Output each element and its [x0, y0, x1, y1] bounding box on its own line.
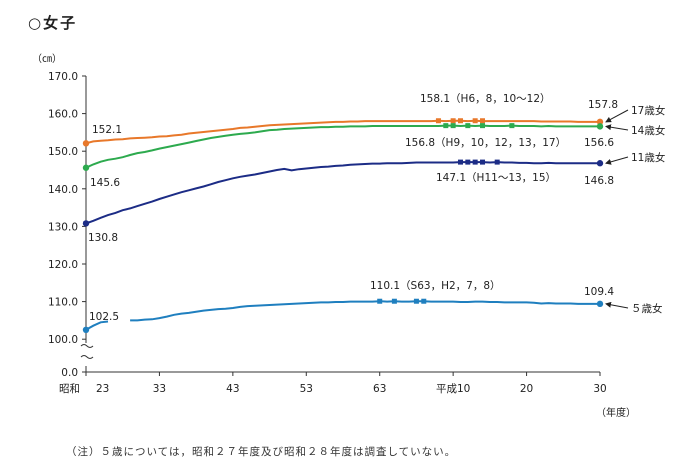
series-end-point [596, 160, 604, 167]
peak-marker [465, 123, 471, 129]
data-label: 152.1 [92, 124, 122, 136]
data-label: 130.8 [88, 232, 118, 244]
series-end-point [596, 118, 604, 126]
axes [80, 76, 600, 373]
peak-marker [391, 298, 397, 304]
y-tick-label: 140.0 [48, 184, 78, 196]
series-label: 11歳女 [631, 151, 665, 164]
y-tick-label: 130.0 [48, 221, 78, 233]
x-tick-label: 33 [153, 383, 166, 395]
peak-marker [435, 118, 441, 124]
peak-markers [377, 118, 515, 304]
x-tick-label: 23 [96, 383, 109, 395]
data-label: 109.4 [584, 286, 614, 298]
peak-marker [472, 118, 478, 124]
peak-marker [377, 298, 383, 304]
peak-marker [457, 118, 463, 124]
series-lines [82, 118, 604, 333]
y-tick-label: 120.0 [48, 259, 78, 271]
peak-label: 110.1（S63，H2，7，8） [370, 280, 501, 292]
x-tick-label: 20 [520, 383, 533, 395]
footnote: （注）５歳については，昭和２７年度及び昭和２８年度は調査していない。 [66, 446, 457, 458]
series-label-arrow [605, 301, 629, 309]
x-tick-label: 63 [373, 383, 386, 395]
series-line-3 [85, 161, 600, 225]
peak-marker [443, 123, 449, 129]
y-tick-label: 160.0 [48, 109, 78, 121]
y-tick-label: 0.0 [61, 367, 78, 379]
series-label-arrow [605, 109, 629, 123]
data-label: 145.6 [90, 177, 120, 189]
x-tick-label: 53 [300, 383, 313, 395]
y-axis-ticks: 170.0 160.0 150.0 140.0 130.0 120.0 110.0 100.0… [48, 71, 86, 379]
series-start-point [82, 164, 90, 171]
y-tick-label: 170.0 [48, 71, 78, 83]
axis-break-mark [80, 355, 94, 359]
chart-heading: ○女子 [28, 14, 78, 32]
peak-label: 158.1（H6，8，10～12） [420, 93, 551, 105]
peak-marker [480, 159, 486, 165]
series-label: 14歳女 [631, 124, 665, 137]
peak-marker [480, 118, 486, 124]
x-tick-label: 43 [226, 383, 239, 395]
peak-marker [465, 159, 471, 165]
data-labels: 158.1（H6，8，10～12） 156.8（H9，10，12，13，17） 14… [88, 93, 618, 323]
y-tick-label: 100.0 [48, 334, 78, 346]
data-label: 156.6 [584, 137, 614, 149]
x-axis-ticks: 昭和 23 33 43 53 63 平成10 20 30 [59, 372, 607, 395]
series-label: 17歳女 [631, 104, 665, 117]
peak-marker [509, 123, 515, 129]
y-axis-unit: （㎝） [32, 53, 62, 65]
peak-marker [457, 159, 463, 165]
x-tick-label: 昭和 [59, 383, 80, 395]
peak-marker [421, 298, 427, 304]
series-end-point [596, 300, 604, 308]
axis-break-mark [80, 344, 94, 348]
peak-label: 156.8（H9，10，12，13，17） [405, 137, 566, 149]
data-label: 146.8 [584, 175, 614, 187]
series-labels: 17歳女 14歳女 11歳女 ５歳女 [605, 104, 665, 315]
series-line-1 [85, 119, 600, 145]
peak-marker [450, 118, 456, 124]
series-start-point [82, 326, 90, 333]
series-label-arrow [605, 156, 629, 165]
x-tick-label: 30 [593, 383, 606, 395]
series-label: ５歳女 [631, 302, 663, 315]
x-tick-label: 平成10 [436, 383, 470, 395]
data-label: 157.8 [588, 99, 618, 111]
peak-marker [480, 123, 486, 129]
y-tick-label: 110.0 [48, 297, 78, 309]
peak-marker [413, 298, 419, 304]
peak-label: 147.1（H11～13，15） [436, 172, 556, 184]
series-label-arrow [605, 124, 629, 131]
x-axis-unit: （年度） [596, 406, 636, 419]
data-label: 102.5 [89, 311, 119, 323]
y-tick-label: 150.0 [48, 146, 78, 158]
peak-marker [450, 123, 456, 129]
peak-marker [472, 159, 478, 165]
series-start-point [82, 140, 90, 147]
series-line-4 [85, 300, 600, 331]
series-end-point [596, 123, 604, 130]
peak-marker [494, 159, 500, 165]
series-start-point [82, 220, 90, 227]
